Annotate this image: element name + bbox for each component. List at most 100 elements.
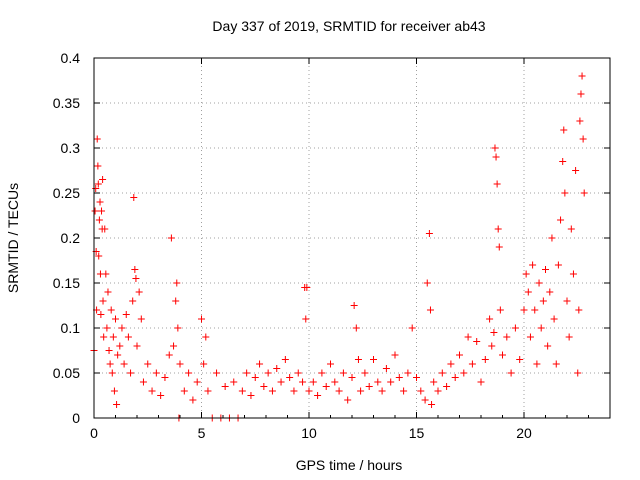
y-tick-label: 0.15 (53, 275, 80, 291)
data-point (575, 306, 583, 314)
data-point (174, 324, 182, 332)
data-point (559, 158, 567, 165)
data-point (152, 369, 160, 377)
data-point (157, 392, 165, 399)
y-tick-label: 0.1 (61, 320, 81, 336)
data-point (318, 369, 326, 377)
data-point (577, 90, 585, 98)
data-point (100, 333, 108, 341)
data-point (139, 378, 147, 386)
data-point (496, 306, 504, 314)
data-point (539, 297, 547, 305)
x-tick-label: 5 (198, 425, 206, 441)
data-point (335, 387, 343, 395)
data-point (460, 369, 468, 377)
data-point (122, 311, 130, 318)
data-point (565, 333, 573, 341)
data-point (172, 297, 180, 305)
data-point (421, 396, 429, 404)
data-point (526, 333, 534, 341)
data-point (264, 369, 272, 377)
data-point (96, 198, 104, 206)
data-point (109, 333, 117, 341)
data-point (423, 279, 431, 287)
y-axis-label: SRMTID / TECUs (5, 183, 21, 293)
data-point (101, 225, 109, 233)
data-point (198, 315, 205, 323)
data-point (193, 378, 201, 386)
data-point (200, 360, 208, 368)
data-point (552, 360, 560, 368)
ticks-layer: 0 5 10 15 20 0 0.05 0.1 0.15 0.2 0.25 0.3 0.35 0.4 (53, 50, 610, 441)
data-point (354, 356, 362, 363)
points-layer (90, 72, 588, 422)
data-point (522, 270, 530, 278)
data-point (286, 374, 294, 381)
data-point (247, 392, 255, 399)
data-point (395, 374, 403, 381)
data-point (176, 360, 184, 368)
data-point (144, 360, 152, 368)
data-point (348, 374, 356, 381)
data-point (93, 135, 101, 143)
data-point (95, 216, 103, 224)
y-tick-label: 0.3 (61, 140, 81, 156)
data-point (116, 342, 124, 350)
data-point (132, 275, 140, 282)
x-tick-label: 0 (90, 425, 98, 441)
data-point (507, 369, 515, 377)
data-point (548, 234, 556, 242)
data-point (104, 288, 112, 296)
data-point (434, 387, 442, 395)
grid-layer (94, 58, 610, 418)
data-point (185, 369, 193, 377)
data-point (574, 369, 582, 377)
data-point (357, 387, 365, 395)
data-point (370, 356, 377, 363)
data-point (230, 378, 238, 386)
data-point (299, 378, 307, 386)
data-point (563, 297, 571, 305)
data-point (120, 360, 128, 368)
data-point (103, 324, 111, 332)
data-point (413, 374, 420, 381)
data-point (167, 234, 175, 242)
data-point (114, 351, 122, 359)
data-point (148, 387, 156, 395)
data-point (127, 369, 135, 377)
data-point (273, 365, 281, 372)
data-point (511, 324, 519, 332)
data-point (533, 360, 541, 368)
x-tick-label: 20 (516, 425, 532, 441)
data-point (243, 369, 251, 377)
data-point (137, 315, 145, 323)
data-point (130, 194, 138, 201)
data-point (580, 189, 588, 197)
data-point (491, 144, 499, 152)
data-point (322, 383, 330, 390)
data-point (339, 369, 347, 377)
data-point (352, 324, 360, 332)
data-point (124, 333, 132, 341)
data-point (213, 369, 221, 377)
data-point (516, 356, 524, 363)
data-point (294, 369, 302, 377)
data-point (277, 378, 285, 386)
data-point (378, 387, 386, 395)
data-point (305, 387, 313, 395)
data-point (238, 387, 246, 395)
data-point (202, 333, 210, 341)
data-point (561, 189, 569, 197)
data-point (302, 315, 310, 323)
data-point (404, 369, 412, 377)
data-point (430, 378, 438, 386)
data-point (97, 311, 105, 318)
data-point (488, 342, 496, 350)
y-tick-label: 0.25 (53, 185, 80, 201)
data-point (546, 288, 554, 296)
data-point (91, 207, 99, 215)
data-point (495, 243, 503, 251)
data-point (204, 387, 212, 395)
data-point (499, 351, 506, 359)
